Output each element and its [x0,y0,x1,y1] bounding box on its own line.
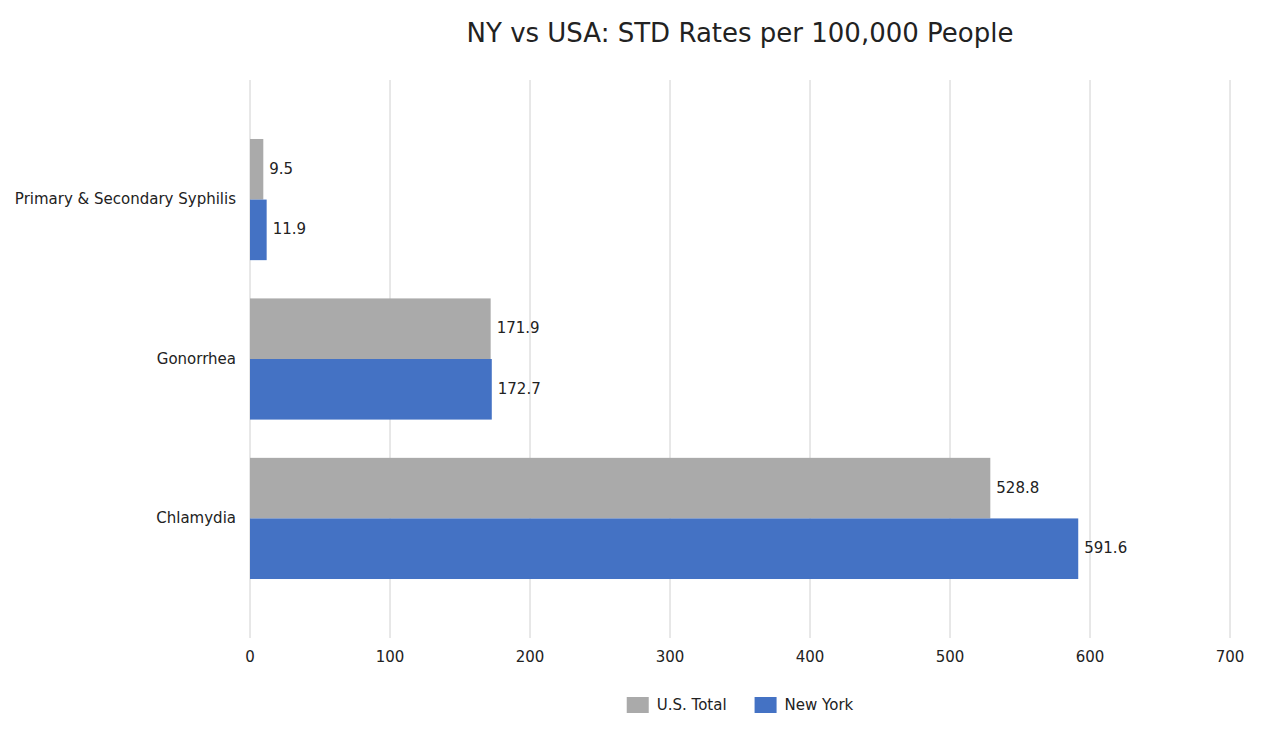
legend-item: U.S. Total [627,696,727,714]
bar [250,518,1078,579]
data-label: 171.9 [497,319,540,337]
legend-label: New York [785,696,854,714]
bar [250,359,492,420]
data-label: 528.8 [996,479,1039,497]
category-label: Gonorrhea [157,350,236,368]
x-tick-label: 700 [1216,648,1245,666]
x-tick-label: 400 [796,648,825,666]
bar [250,458,990,519]
grid-line [1230,80,1231,638]
background [0,0,1280,733]
x-tick-label: 200 [516,648,545,666]
x-tick-label: 100 [376,648,405,666]
category-label: Primary & Secondary Syphilis [15,190,236,208]
grid [250,80,1230,638]
x-tick-label: 0 [245,648,255,666]
data-label: 11.9 [273,220,306,238]
data-label: 591.6 [1084,539,1127,557]
bar [250,139,263,200]
data-label: 172.7 [498,380,541,398]
category-label: Chlamydia [156,509,236,527]
x-tick-label: 300 [656,648,685,666]
data-labels: 528.8 171.9 9.5 591.6 172.7 11.9 [269,160,1127,557]
bar [250,298,491,359]
chart-title: NY vs USA: STD Rates per 100,000 People [467,18,1014,48]
x-tick-label: 600 [1076,648,1105,666]
legend-item: New York [755,696,854,714]
bars [250,139,1078,579]
legend: U.S. Total New York [627,696,854,714]
chart-container: NY vs USA: STD Rates per 100,000 People 0… [0,0,1280,733]
legend-swatch [755,697,777,713]
data-label: 9.5 [269,160,293,178]
chart-svg: NY vs USA: STD Rates per 100,000 People 0… [0,0,1280,733]
legend-label: U.S. Total [657,696,727,714]
x-tick-label: 500 [936,648,965,666]
bar [250,200,267,261]
legend-swatch [627,697,649,713]
